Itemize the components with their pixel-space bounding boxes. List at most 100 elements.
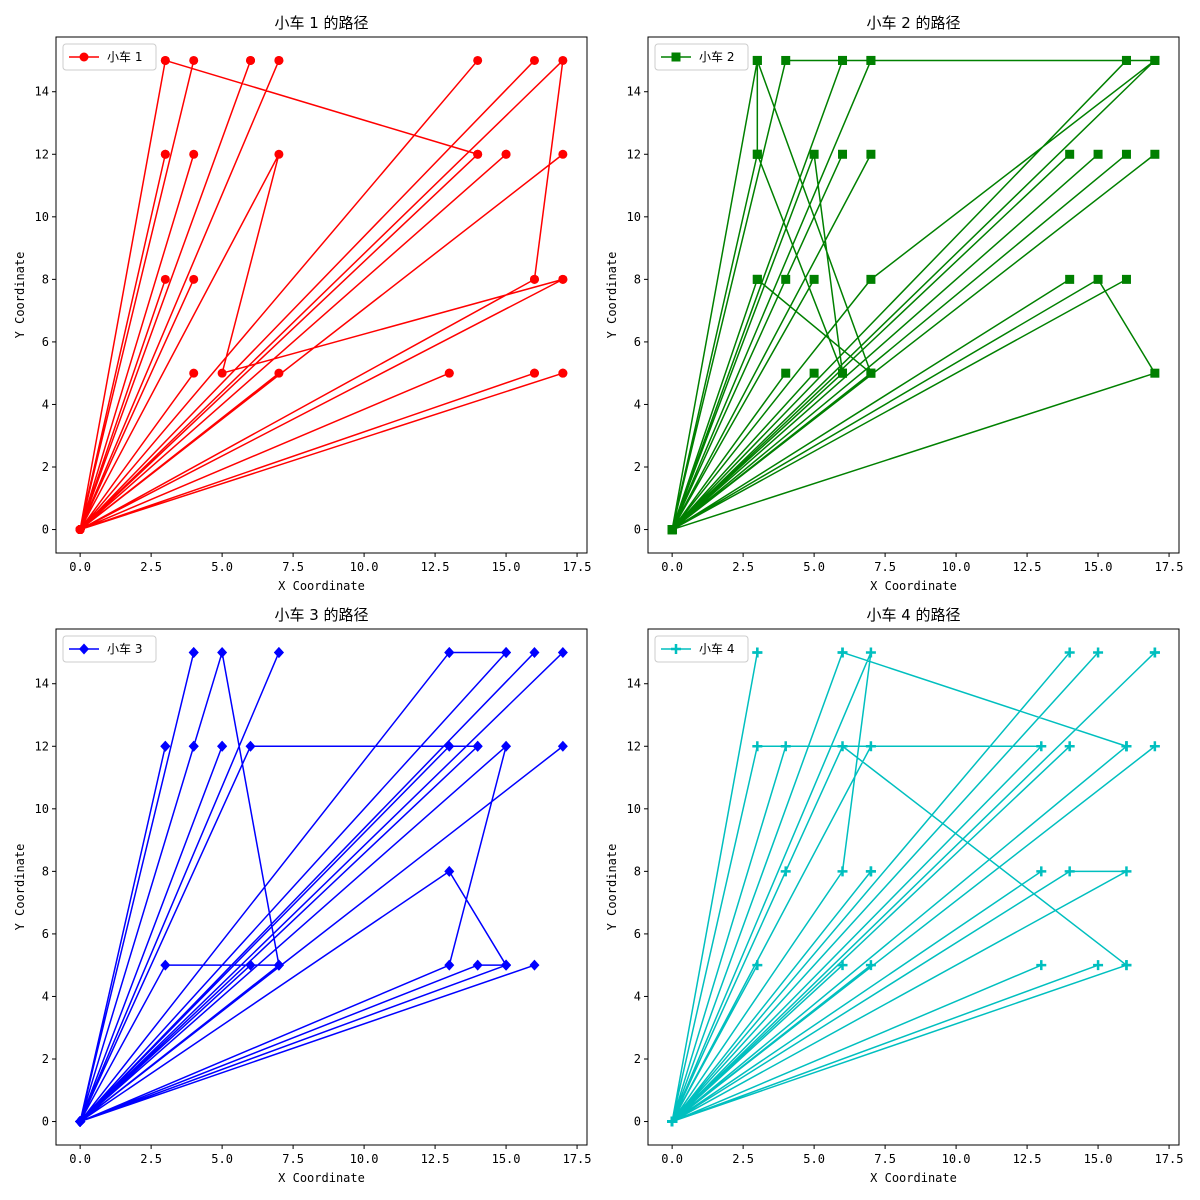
- data-point: [273, 646, 284, 658]
- data-point: [837, 741, 848, 752]
- y-tick-label: 8: [42, 864, 49, 878]
- data-point: [529, 368, 539, 378]
- y-tick-label: 6: [634, 927, 641, 941]
- data-point: [472, 959, 483, 971]
- x-tick-label: 7.5: [874, 560, 896, 574]
- x-tick-label: 0.0: [69, 1152, 91, 1166]
- data-point: [667, 525, 677, 535]
- y-tick-label: 2: [42, 1052, 49, 1066]
- y-tick-label: 12: [35, 739, 49, 753]
- x-tick-label: 2.5: [732, 560, 754, 574]
- x-tick-label: 7.5: [874, 1152, 896, 1166]
- data-point: [473, 55, 483, 65]
- y-tick-label: 14: [35, 677, 49, 691]
- data-point: [1064, 866, 1075, 877]
- y-tick-label: 12: [35, 147, 49, 161]
- data-point: [1093, 274, 1103, 284]
- legend-marker: [79, 52, 89, 62]
- y-axis-label: Y Coordinate: [13, 252, 27, 339]
- data-point: [752, 55, 762, 65]
- y-axis-label: Y Coordinate: [605, 844, 619, 931]
- data-point: [752, 149, 762, 159]
- legend: 小车 1: [62, 43, 157, 71]
- x-tick-label: 17.5: [563, 1152, 592, 1166]
- data-point: [444, 959, 455, 971]
- data-point: [75, 525, 85, 535]
- data-point: [1121, 741, 1132, 752]
- series-line: [671, 59, 1156, 531]
- x-tick-label: 17.5: [563, 560, 592, 574]
- legend-marker: [79, 643, 89, 655]
- y-tick-label: 8: [634, 864, 641, 878]
- x-tick-label: 15.0: [1084, 1152, 1113, 1166]
- data-point: [558, 368, 568, 378]
- data-point: [558, 274, 568, 284]
- y-tick-label: 4: [634, 989, 641, 1003]
- y-tick-label: 10: [627, 802, 641, 816]
- x-axis-label: X Coordinate: [870, 579, 957, 593]
- data-point: [1121, 274, 1131, 284]
- y-tick-label: 6: [42, 335, 49, 349]
- data-point: [246, 55, 256, 65]
- data-point: [1150, 368, 1160, 378]
- data-point: [1121, 960, 1132, 971]
- data-point: [274, 368, 284, 378]
- y-tick-label: 2: [634, 460, 641, 474]
- axes-frame: [647, 628, 1180, 1146]
- data-point: [558, 55, 568, 65]
- data-point: [529, 274, 539, 284]
- y-tick-label: 2: [634, 1052, 641, 1066]
- x-tick-label: 12.5: [1013, 1152, 1042, 1166]
- x-tick-label: 15.0: [1084, 560, 1113, 574]
- data-point: [1065, 274, 1075, 284]
- data-point: [1121, 149, 1131, 159]
- data-point: [752, 960, 763, 971]
- data-point: [780, 741, 791, 752]
- data-point: [273, 959, 284, 971]
- x-axis-label: X Coordinate: [278, 579, 365, 593]
- data-point: [245, 740, 256, 752]
- data-point: [1065, 149, 1075, 159]
- data-point: [217, 368, 227, 378]
- data-point: [838, 149, 848, 159]
- data-point: [781, 274, 791, 284]
- data-point: [274, 149, 284, 159]
- data-point: [781, 55, 791, 65]
- x-tick-label: 12.5: [421, 1152, 450, 1166]
- y-tick-label: 8: [42, 272, 49, 286]
- legend-label: 小车 3: [107, 641, 142, 656]
- x-tick-label: 0.0: [661, 560, 683, 574]
- data-point: [1150, 55, 1160, 65]
- data-point: [667, 1116, 678, 1127]
- x-tick-label: 10.0: [942, 1152, 971, 1166]
- axes-frame: [647, 36, 1180, 554]
- x-tick-label: 12.5: [1013, 560, 1042, 574]
- data-point: [529, 55, 539, 65]
- series-1: [667, 55, 1160, 535]
- y-tick-label: 12: [627, 739, 641, 753]
- data-point: [160, 959, 171, 971]
- data-point: [866, 149, 876, 159]
- data-point: [501, 959, 512, 971]
- y-tick-label: 8: [634, 272, 641, 286]
- data-point: [865, 866, 876, 877]
- data-point: [1036, 866, 1047, 877]
- y-tick-label: 0: [42, 523, 49, 537]
- data-point: [1093, 149, 1103, 159]
- legend-box: [62, 635, 157, 663]
- data-point: [866, 274, 876, 284]
- data-point: [1093, 647, 1104, 658]
- data-point: [189, 368, 199, 378]
- data-point: [75, 1116, 86, 1128]
- data-point: [752, 274, 762, 284]
- data-point: [501, 149, 511, 159]
- series-1: [75, 55, 568, 535]
- legend-label: 小车 4: [699, 641, 734, 656]
- data-point: [1121, 866, 1132, 877]
- y-tick-label: 14: [627, 85, 641, 99]
- y-tick-label: 0: [42, 1115, 49, 1129]
- subplot-car-3: 小车 3 的路径 X Coordinate Y Coordinate 0.0 2.…: [13, 606, 592, 1185]
- data-point: [1121, 55, 1131, 65]
- data-point: [472, 740, 483, 752]
